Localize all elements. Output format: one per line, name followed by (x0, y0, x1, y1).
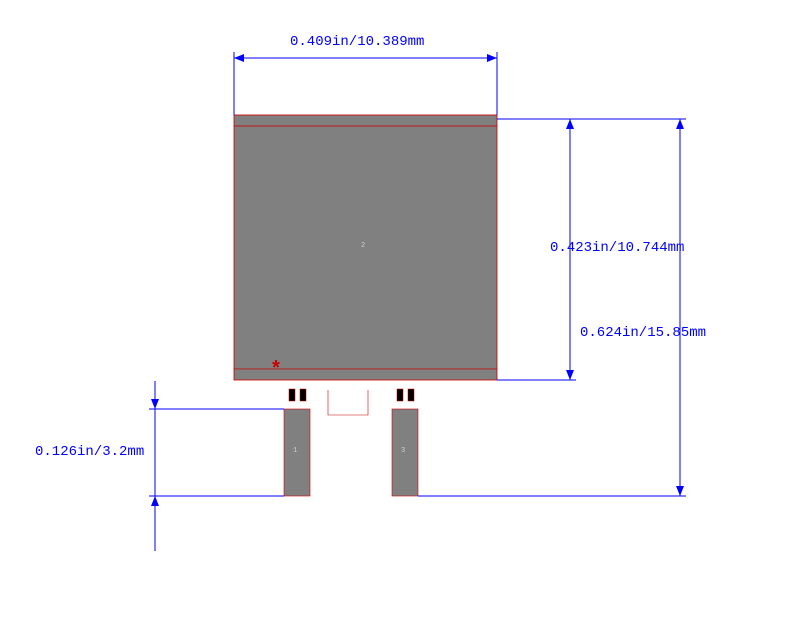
dim-left-label: 0.126in/3.2mm (35, 444, 144, 460)
dim-right-inner-label: 0.423in/10.744mm (550, 240, 684, 256)
dim-right-outer-label: 0.624in/15.85mm (580, 325, 706, 341)
pin-label-leg3: 3 (401, 447, 405, 455)
dim-top-label: 0.409in/10.389mm (290, 34, 424, 50)
origin-marker-icon: * (270, 359, 282, 382)
pin-label-body: 2 (361, 242, 365, 250)
pin-label-leg1: 1 (293, 447, 297, 455)
